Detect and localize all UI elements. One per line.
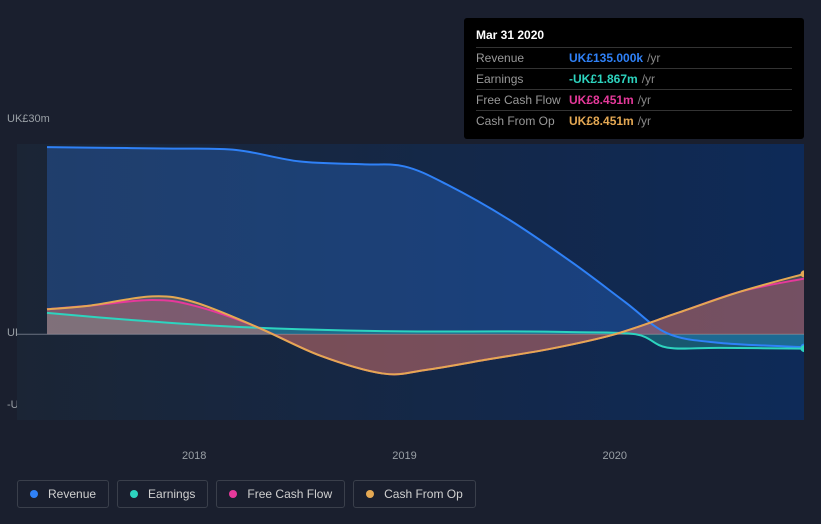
legend-item-earnings[interactable]: Earnings — [117, 480, 208, 508]
tooltip-metric-label: Free Cash Flow — [476, 93, 569, 107]
tooltip-row: RevenueUK£135.000k/yr — [476, 47, 792, 68]
x-tick-label: 2019 — [392, 450, 416, 462]
chart-container: Mar 31 2020 RevenueUK£135.000k/yrEarning… — [0, 0, 821, 524]
x-axis-ticks: 2018 2019 2020 — [17, 450, 804, 468]
legend-dot-icon — [30, 490, 38, 498]
tooltip-metric-label: Earnings — [476, 72, 569, 86]
tooltip-row: Free Cash FlowUK£8.451m/yr — [476, 89, 792, 110]
legend: Revenue Earnings Free Cash Flow Cash From O… — [17, 480, 476, 508]
tooltip-metric-value: UK£135.000k — [569, 51, 643, 65]
x-tick-label: 2018 — [182, 450, 206, 462]
legend-label: Cash From Op — [384, 487, 463, 501]
legend-label: Revenue — [48, 487, 96, 501]
legend-dot-icon — [366, 490, 374, 498]
legend-item-fcf[interactable]: Free Cash Flow — [216, 480, 345, 508]
legend-label: Free Cash Flow — [247, 487, 332, 501]
legend-dot-icon — [229, 490, 237, 498]
tooltip-unit: /yr — [642, 72, 655, 86]
tooltip-row: Earnings-UK£1.867m/yr — [476, 68, 792, 89]
tooltip-metric-value: -UK£1.867m — [569, 72, 638, 86]
legend-item-revenue[interactable]: Revenue — [17, 480, 109, 508]
tooltip-title: Mar 31 2020 — [476, 26, 792, 47]
x-tick-label: 2020 — [603, 450, 627, 462]
legend-dot-icon — [130, 490, 138, 498]
tooltip-unit: /yr — [638, 93, 651, 107]
tooltip-metric-label: Revenue — [476, 51, 569, 65]
legend-item-cfo[interactable]: Cash From Op — [353, 480, 476, 508]
legend-label: Earnings — [148, 487, 195, 501]
chart-svg — [17, 120, 804, 420]
tooltip-unit: /yr — [647, 51, 660, 65]
tooltip-metric-value: UK£8.451m — [569, 93, 634, 107]
chart-area — [17, 120, 804, 420]
